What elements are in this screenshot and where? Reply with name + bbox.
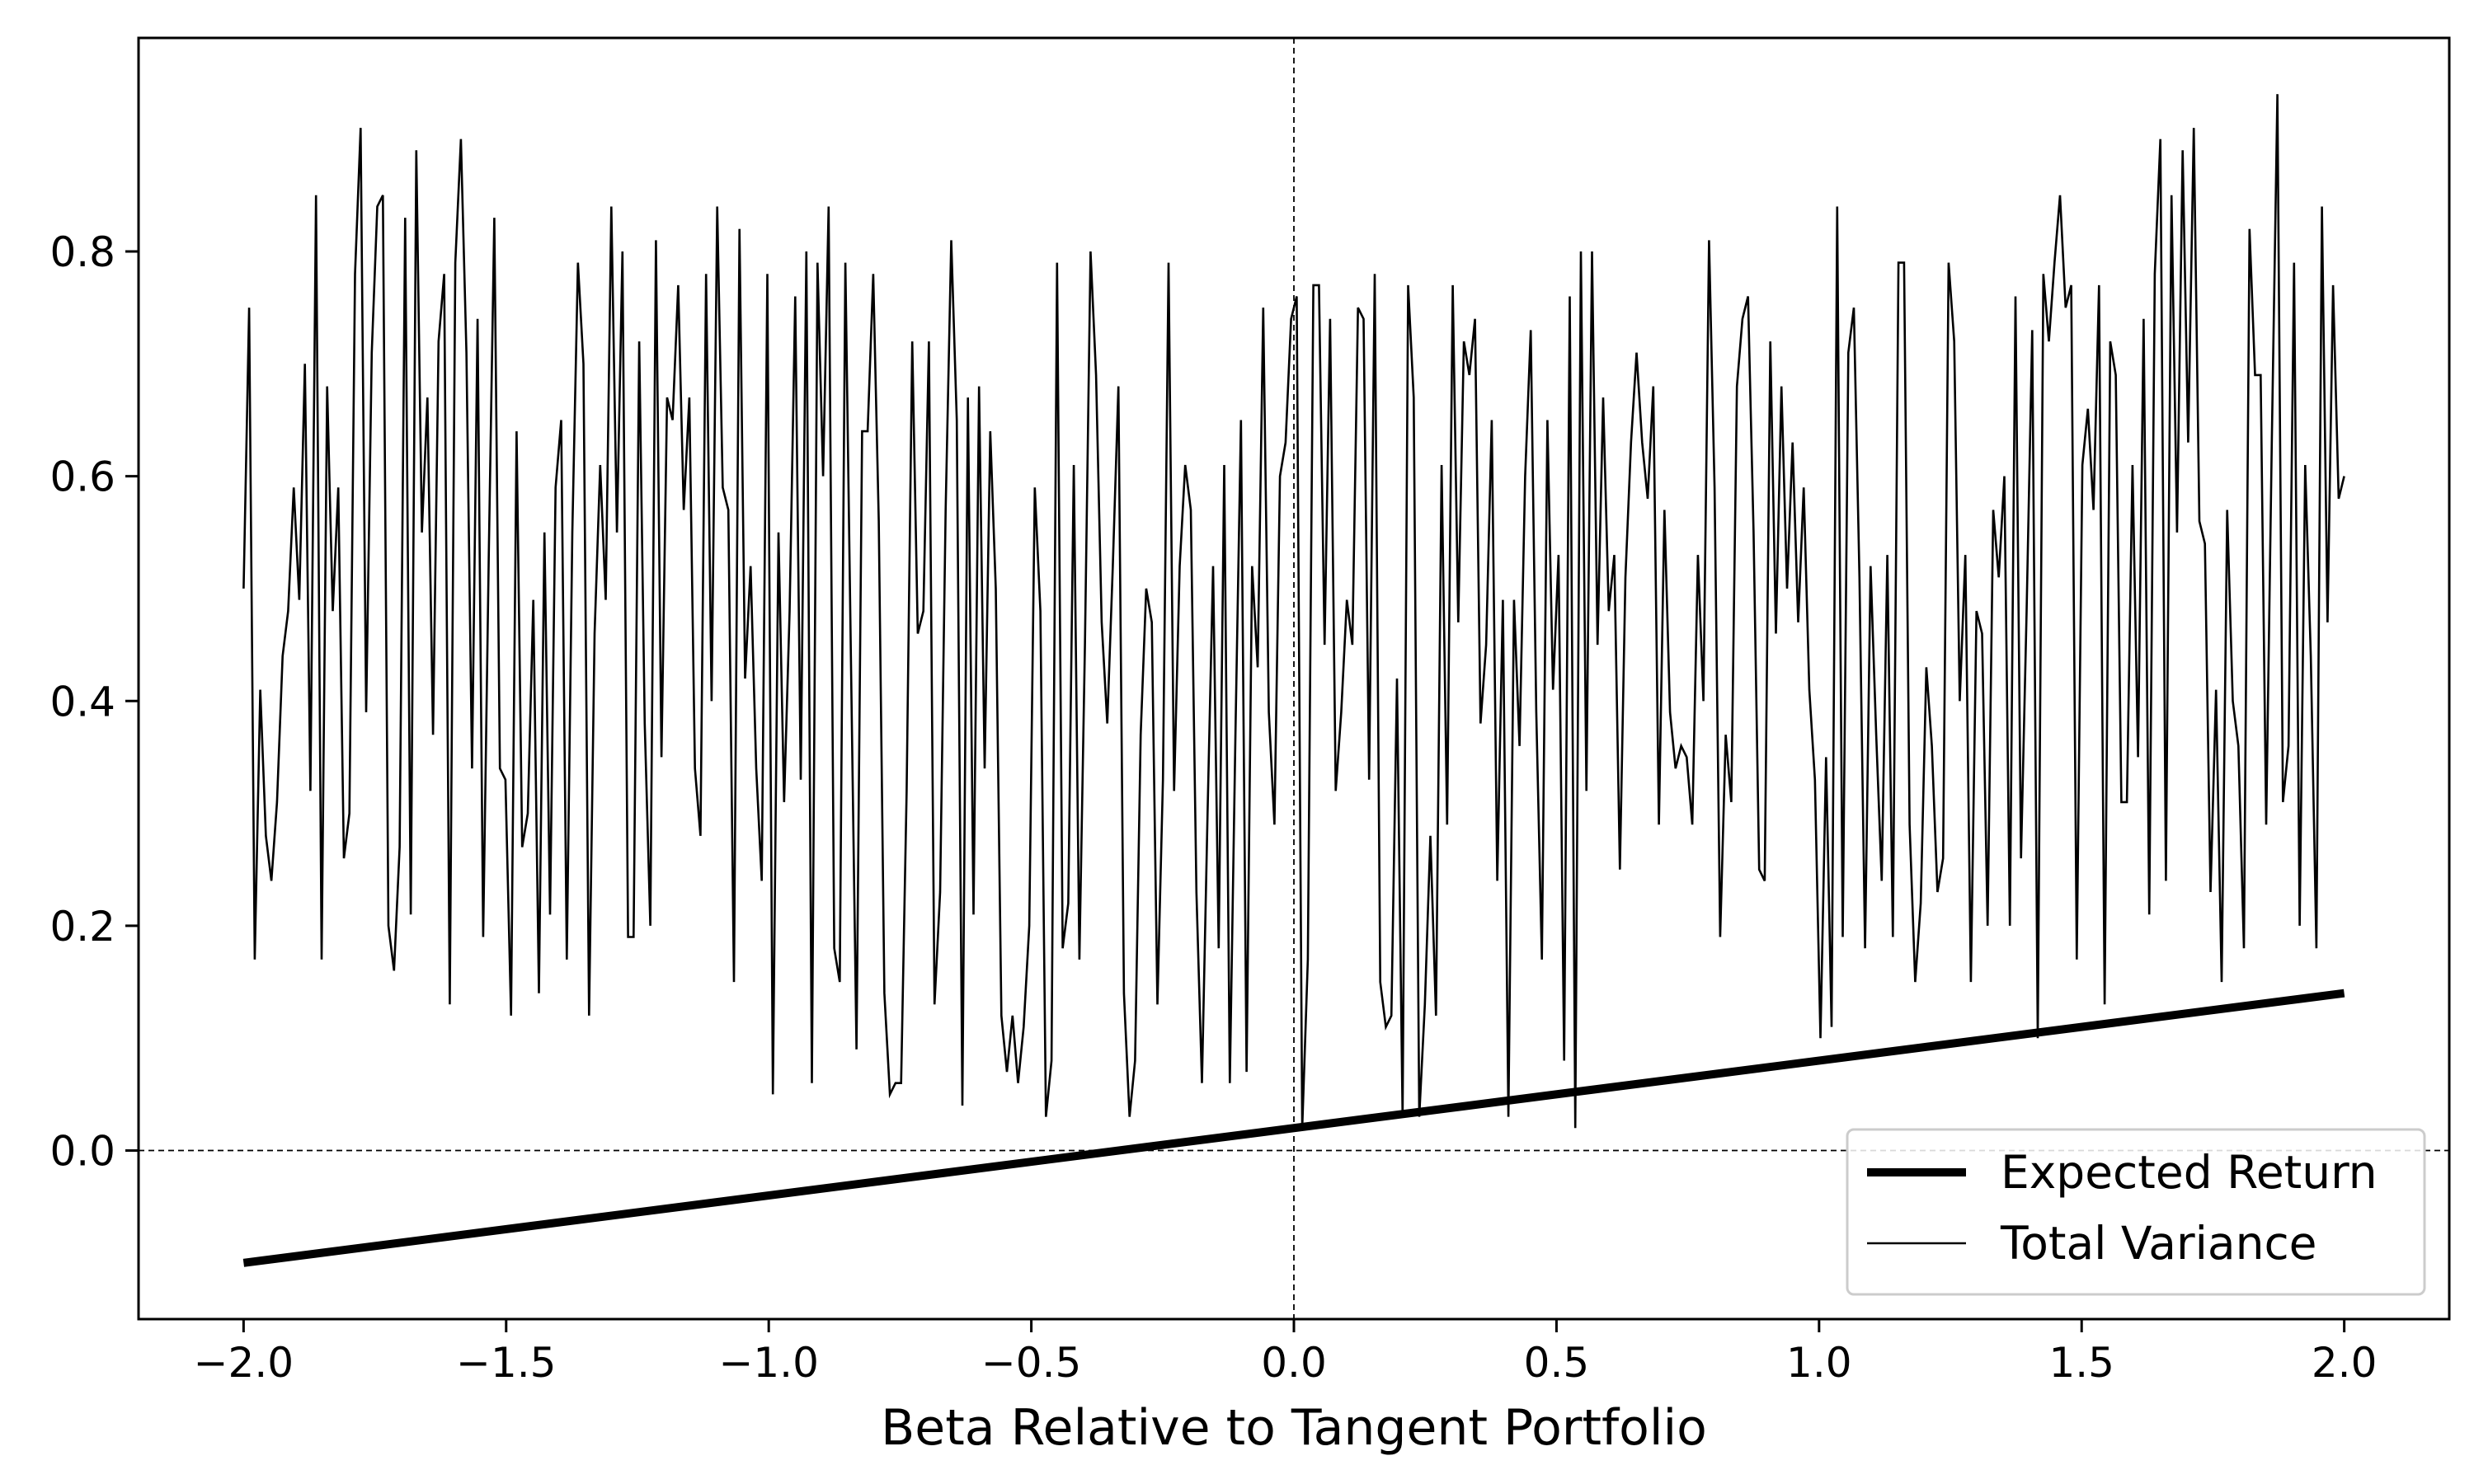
y-axis: 0.0 0.2 0.4 0.6 0.8 (49, 228, 139, 1176)
x-tick-label: −1.5 (456, 1339, 556, 1387)
x-tick-label: 0.5 (1524, 1339, 1590, 1387)
legend-label: Expected Return (2001, 1146, 2378, 1199)
x-tick-label: −0.5 (981, 1339, 1081, 1387)
legend-label: Total Variance (2000, 1217, 2317, 1270)
total-variance-line (242, 94, 2345, 1129)
x-axis-label: Beta Relative to Tangent Portfolio (881, 1399, 1707, 1457)
x-tick-label: −1.0 (718, 1339, 818, 1387)
y-tick-label: 0.4 (49, 678, 115, 726)
legend: Expected Return Total Variance (1846, 1128, 2426, 1296)
x-axis: −2.0 −1.5 −1.0 −0.5 0.0 0.5 1.0 1.5 2.0 (194, 1319, 2378, 1387)
y-tick-label: 0.2 (49, 903, 115, 951)
y-tick-label: 0.8 (49, 228, 115, 276)
series-layer (242, 94, 2345, 1267)
x-tick-label: −2.0 (194, 1339, 294, 1387)
legend-box (1846, 1128, 2426, 1296)
x-tick-label: 1.5 (2048, 1339, 2114, 1387)
x-tick-label: 1.0 (1786, 1339, 1852, 1387)
x-tick-label: 0.0 (1261, 1339, 1327, 1387)
expected-return-line (242, 989, 2345, 1267)
y-tick-label: 0.6 (49, 453, 115, 501)
x-tick-label: 2.0 (2312, 1339, 2378, 1387)
y-tick-label: 0.0 (49, 1128, 115, 1176)
